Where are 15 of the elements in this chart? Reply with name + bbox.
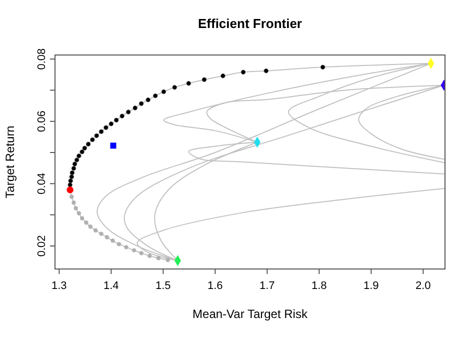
chart-title: Efficient Frontier [198,16,302,31]
y-tick-label: 0.08 [36,48,48,70]
x-tick-label: 1.6 [208,280,223,292]
y-axis-title: Target Return [3,126,17,198]
y-tick-label: 0.04 [36,172,48,194]
x-tick-label: 1.8 [312,280,327,292]
x-tick-label: 1.9 [364,280,379,292]
x-tick-label: 1.5 [156,280,171,292]
y-tick-label: 0.06 [36,110,48,132]
x-tick-label: 1.4 [104,280,119,292]
x-tick-label: 2.0 [416,280,431,292]
x-axis-title: Mean-Var Target Risk [192,307,308,321]
x-tick-label: 1.7 [260,280,275,292]
x-tick-label: 1.3 [52,280,67,292]
y-tick-label: 0.02 [36,235,48,257]
